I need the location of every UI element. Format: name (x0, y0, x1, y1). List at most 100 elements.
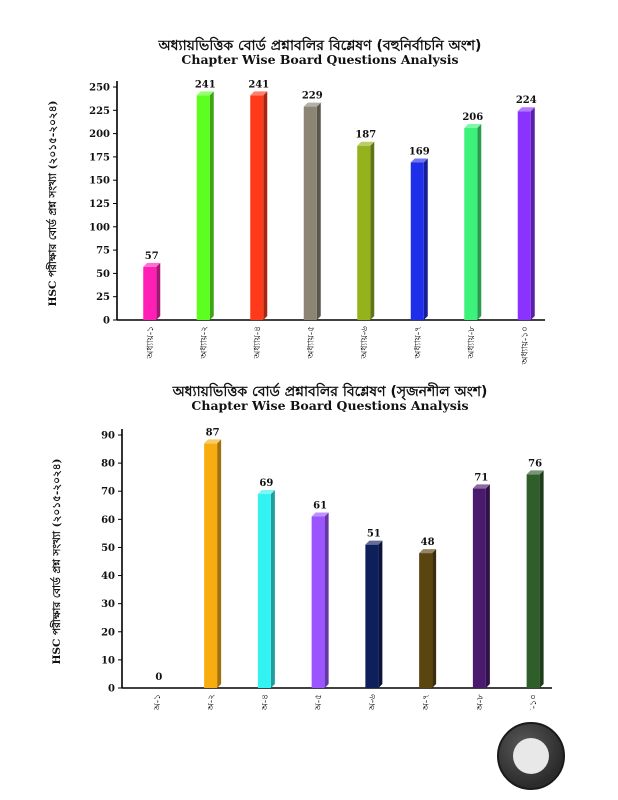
x-tick-label: অধ্যায়-১০ (520, 326, 530, 365)
x-tick-label: অধ্যায়-৪ (253, 326, 263, 359)
bar-front (143, 266, 157, 320)
chart-subtitle: Chapter Wise Board Questions Analysis (181, 52, 458, 67)
y-tick-label: 90 (101, 431, 115, 442)
x-tick-label: অধ্যায়-১ (146, 326, 156, 359)
x-tick-label: অধ্যায়-৫ (306, 326, 316, 359)
y-tick-label: 125 (89, 199, 110, 210)
bar-top (196, 91, 214, 96)
bar-front (410, 162, 424, 320)
bar (464, 124, 482, 321)
bar (419, 549, 437, 688)
x-tick-label: অ-৮ (475, 694, 485, 710)
y-tick-label: 0 (108, 684, 115, 695)
data-label: 57 (145, 251, 159, 262)
bar-top (365, 540, 383, 545)
bar-side (324, 512, 329, 688)
bar-top (410, 158, 428, 163)
bar-front (250, 95, 264, 320)
x-tick-label: অ-৬ (368, 694, 378, 710)
bar-top (526, 470, 544, 475)
bar-top (143, 262, 161, 267)
bar-top (303, 102, 321, 107)
data-label: 0 (155, 672, 162, 683)
bar-side (316, 102, 321, 321)
bar-side (539, 470, 544, 688)
bar (526, 470, 544, 688)
data-label: 241 (195, 79, 216, 90)
y-tick-label: 100 (89, 222, 110, 233)
y-tick-label: 20 (101, 627, 115, 638)
x-tick-label: অধ্যায়-৭ (413, 326, 423, 359)
bar-front (464, 128, 478, 320)
bar-front (303, 106, 317, 321)
data-label: 51 (367, 529, 381, 540)
y-axis-label: HSC পরীক্ষার বোর্ড প্রশ্ন সংখ্যা (২০১৫-২… (49, 458, 63, 664)
y-tick-label: 40 (101, 571, 115, 582)
bar-side (270, 490, 275, 688)
x-tick-label: অধ্যায়-৮ (467, 326, 477, 360)
bar (143, 262, 161, 320)
bar-front (196, 95, 210, 320)
bar (365, 540, 383, 688)
bar-top (357, 141, 375, 146)
bar-side (209, 91, 214, 320)
data-label: 61 (313, 501, 327, 512)
bar (517, 107, 535, 321)
bar (257, 490, 275, 688)
data-label: 71 (474, 472, 488, 483)
x-tick-label: অ-১০ (529, 694, 539, 710)
data-label: 187 (355, 130, 376, 141)
data-label: 87 (206, 427, 220, 438)
data-label: 206 (462, 112, 483, 123)
y-tick-label: 75 (96, 246, 110, 257)
y-tick-label: 80 (101, 459, 115, 470)
bar-side (217, 439, 222, 688)
x-tick-label: অ-১ (153, 694, 163, 710)
bar (410, 158, 428, 320)
y-tick-label: 150 (89, 176, 110, 187)
x-tick-label: অ-৫ (314, 694, 324, 710)
bar (357, 141, 375, 320)
y-tick-label: 60 (101, 515, 115, 526)
x-tick-label: অধ্যায়-৬ (360, 326, 370, 360)
book-logo-icon (497, 722, 565, 790)
bar (303, 102, 321, 321)
bar-side (263, 91, 268, 320)
bar-side (423, 158, 428, 320)
bar-side (530, 107, 535, 321)
bar-side (370, 141, 375, 320)
y-tick-label: 25 (96, 292, 110, 303)
bar (472, 484, 490, 688)
bar-front (311, 516, 325, 688)
bar (250, 91, 268, 320)
data-label: 229 (302, 91, 323, 102)
data-label: 169 (409, 146, 430, 157)
bar-side (432, 549, 437, 688)
bar-side (485, 484, 490, 688)
bar-top (419, 549, 437, 554)
y-tick-label: 50 (101, 543, 115, 554)
bar-front (204, 443, 218, 688)
bar (311, 512, 329, 688)
bar-front (472, 488, 486, 688)
y-tick-label: 175 (89, 152, 110, 163)
bar-front (257, 494, 271, 688)
bar-top (204, 439, 222, 444)
x-tick-label: অধ্যায়-২ (199, 326, 209, 360)
bar-top (472, 484, 490, 489)
bar-side (477, 124, 482, 321)
bar-side (378, 540, 383, 688)
data-label: 224 (516, 95, 537, 106)
bar-front (419, 553, 433, 688)
bar-front (365, 544, 379, 688)
bar-top (311, 512, 329, 517)
bar-top (517, 107, 535, 112)
y-tick-label: 50 (96, 269, 110, 280)
bar-front (517, 111, 531, 321)
y-axis-label: HSC পরীক্ষার বোর্ড প্রশ্ন সংখ্যা (২০১৫-২… (45, 100, 59, 306)
chart-title: অধ্যায়ভিত্তিক বোর্ড প্রশ্নাবলির বিশ্লেষ… (172, 382, 488, 401)
y-tick-label: 225 (89, 106, 110, 117)
mcq-chart: অধ্যায়ভিত্তিক বোর্ড প্রশ্নাবলির বিশ্লেষ… (45, 36, 545, 365)
y-tick-label: 10 (101, 655, 115, 666)
bar-side (156, 262, 161, 320)
